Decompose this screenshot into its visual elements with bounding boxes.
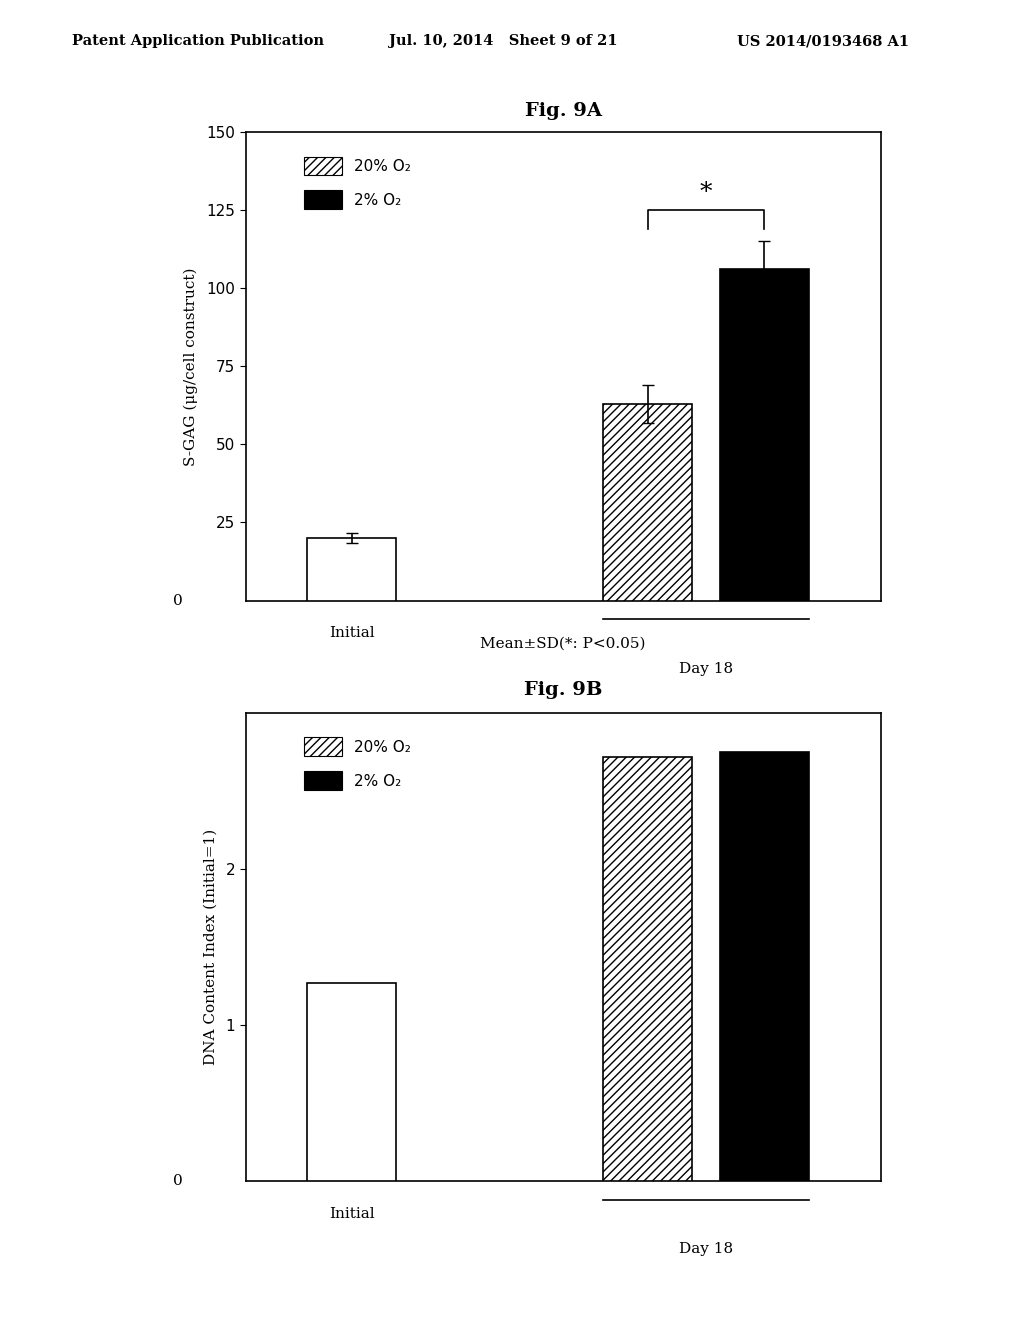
Legend: 20% O₂, 2% O₂: 20% O₂, 2% O₂	[292, 144, 423, 222]
Bar	[307, 539, 396, 601]
Y-axis label: DNA Content Index (Initial=1): DNA Content Index (Initial=1)	[204, 829, 217, 1065]
Text: Initial: Initial	[329, 1208, 375, 1221]
Bar	[720, 269, 809, 601]
Text: *: *	[699, 181, 713, 203]
Y-axis label: S-GAG (μg/cell construct): S-GAG (μg/cell construct)	[183, 267, 198, 466]
Text: US 2014/0193468 A1: US 2014/0193468 A1	[737, 34, 909, 49]
Text: Day 18: Day 18	[679, 1242, 733, 1257]
Text: 0: 0	[172, 1175, 182, 1188]
Text: 0: 0	[172, 594, 182, 607]
Bar	[603, 404, 692, 601]
Text: Fig. 9A: Fig. 9A	[524, 102, 602, 120]
Text: Jul. 10, 2014   Sheet 9 of 21: Jul. 10, 2014 Sheet 9 of 21	[389, 34, 617, 49]
Text: Mean±SD(*: P<0.05): Mean±SD(*: P<0.05)	[480, 636, 646, 651]
Text: Fig. 9B: Fig. 9B	[524, 681, 602, 700]
Text: Initial: Initial	[329, 627, 375, 640]
Text: Day 18: Day 18	[679, 661, 733, 676]
Bar	[720, 752, 809, 1181]
Legend: 20% O₂, 2% O₂: 20% O₂, 2% O₂	[292, 725, 423, 803]
Bar	[603, 756, 692, 1181]
Bar	[307, 983, 396, 1181]
Text: Patent Application Publication: Patent Application Publication	[72, 34, 324, 49]
